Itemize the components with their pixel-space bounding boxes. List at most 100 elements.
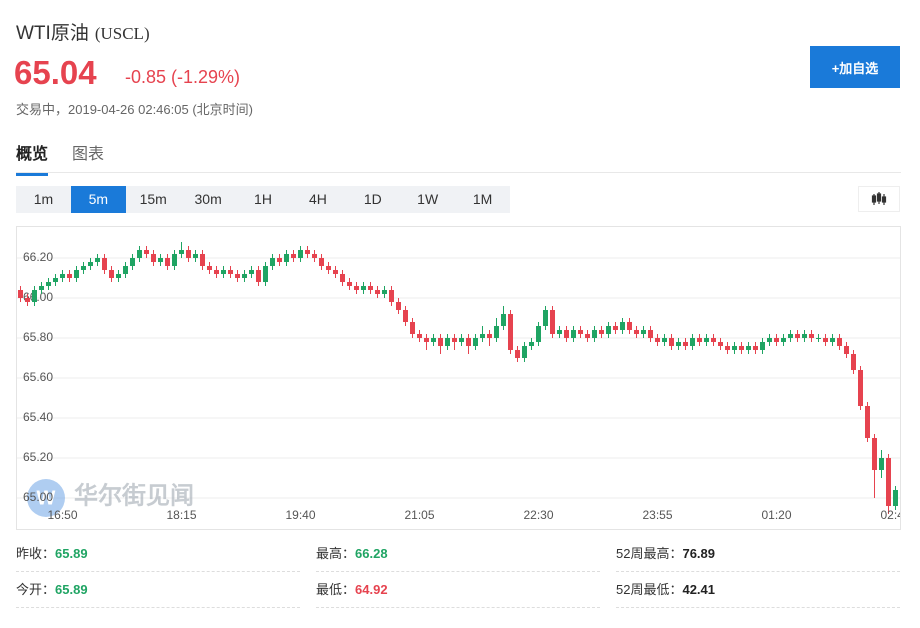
candle-body — [718, 342, 723, 346]
candle-body — [536, 326, 541, 342]
stat-label: 52周最高： — [616, 546, 683, 561]
stat-value: 65.89 — [55, 546, 88, 561]
add-watchlist-button[interactable]: +加自选 — [810, 46, 900, 88]
candle-body — [851, 354, 856, 370]
candle-body — [725, 346, 730, 350]
candle-body — [669, 338, 674, 346]
watermark: W 华尔街见闻 — [27, 479, 194, 517]
stat-item: 今开：65.89 — [16, 572, 300, 608]
candle-body — [403, 310, 408, 322]
candle-body — [221, 270, 226, 274]
x-tick-label: 19:40 — [285, 508, 315, 522]
interval-button[interactable]: 1D — [345, 186, 400, 213]
title: WTI原油 — [16, 23, 89, 44]
interval-button[interactable]: 30m — [181, 186, 236, 213]
change: -0.85 (-1.29%) — [125, 67, 241, 87]
candle-body — [284, 254, 289, 262]
candle-body — [424, 338, 429, 342]
y-tick-label: 65.20 — [23, 450, 53, 464]
candle-body — [88, 262, 93, 266]
candle-body — [130, 258, 135, 266]
candle-body — [298, 250, 303, 258]
candle-body — [522, 346, 527, 358]
candle-body — [312, 254, 317, 258]
candle-body — [494, 326, 499, 338]
interval-button[interactable]: 1W — [400, 186, 455, 213]
candle-body — [676, 342, 681, 346]
interval-button[interactable]: 15m — [126, 186, 181, 213]
candle-body — [165, 258, 170, 266]
candle-body — [893, 490, 898, 506]
candle-body — [291, 254, 296, 258]
candle-body — [445, 338, 450, 346]
interval-bar: 1m 5m 15m 30m 1H 4H 1D 1W 1M — [16, 186, 510, 213]
stat-value: 76.89 — [682, 546, 716, 561]
candle-body — [179, 250, 184, 254]
candle-body — [74, 270, 79, 278]
candle-body — [837, 338, 842, 346]
candle-body — [781, 338, 786, 342]
chart: W 华尔街见闻 65.00 65.20 65.40 65.60 65.80 66.00 66… — [16, 226, 901, 530]
candle-body — [123, 266, 128, 274]
candle-body — [872, 438, 877, 470]
candle-body — [235, 274, 240, 278]
stat-item: 最高：66.28 — [316, 536, 600, 572]
candle-body — [417, 334, 422, 338]
stat-item: 昨收：65.89 — [16, 536, 300, 572]
candle-body — [368, 286, 373, 290]
interval-button[interactable]: 1m — [16, 186, 71, 213]
candle-body — [347, 282, 352, 286]
candle-body — [382, 290, 387, 294]
candle-body — [480, 334, 485, 338]
interval-button[interactable]: 1M — [455, 186, 510, 213]
stat-value: 65.89 — [55, 582, 88, 597]
stat-value: 64.92 — [355, 582, 388, 597]
chart-type-button[interactable] — [858, 186, 900, 212]
candle-body — [634, 330, 639, 334]
candle-body — [564, 330, 569, 338]
candle-body — [214, 270, 219, 274]
tab[interactable]: 概览 — [16, 140, 49, 176]
stat-value: 42.41 — [682, 582, 716, 597]
candle-body — [277, 258, 282, 262]
candle-body — [627, 322, 632, 330]
candle-body — [18, 290, 23, 298]
candle-body — [354, 286, 359, 290]
candle-body — [431, 338, 436, 342]
candle-body — [256, 270, 261, 282]
candle-body — [172, 254, 177, 266]
stat-label: 最高： — [316, 546, 356, 561]
candle-body — [732, 346, 737, 350]
candle-body — [158, 258, 163, 262]
candle-body — [375, 290, 380, 294]
interval-button[interactable]: 1H — [236, 186, 291, 213]
interval-button[interactable]: 5m — [70, 186, 126, 213]
candle-body — [697, 338, 702, 342]
candle-body — [60, 274, 65, 278]
stat-item: 最低：64.92 — [316, 572, 600, 608]
candle-body — [613, 326, 618, 330]
interval-button[interactable]: 4H — [290, 186, 345, 213]
candle-body — [326, 266, 331, 270]
candle-body — [207, 266, 212, 270]
y-tick-label: 66.00 — [23, 290, 53, 304]
candle-body — [25, 298, 30, 302]
candle-body — [690, 338, 695, 346]
candle-body — [466, 338, 471, 346]
candle-body — [53, 278, 58, 282]
divider — [16, 172, 901, 173]
candle-body — [270, 258, 275, 266]
candle-body — [410, 322, 415, 334]
candle-body — [879, 458, 884, 470]
candle-body — [473, 338, 478, 346]
candle-body — [529, 342, 534, 346]
code: (USCL) — [94, 24, 150, 43]
candle-body — [641, 330, 646, 334]
status: 交易中，2019-04-26 02:46:05 (北京时间) — [16, 102, 253, 117]
candle-body — [760, 342, 765, 350]
title-row: WTI原油 (USCL) — [16, 18, 150, 45]
tab[interactable]: 图表 — [72, 146, 105, 163]
candle-body — [242, 274, 247, 278]
candle-body — [543, 310, 548, 326]
candle-body — [865, 406, 870, 438]
